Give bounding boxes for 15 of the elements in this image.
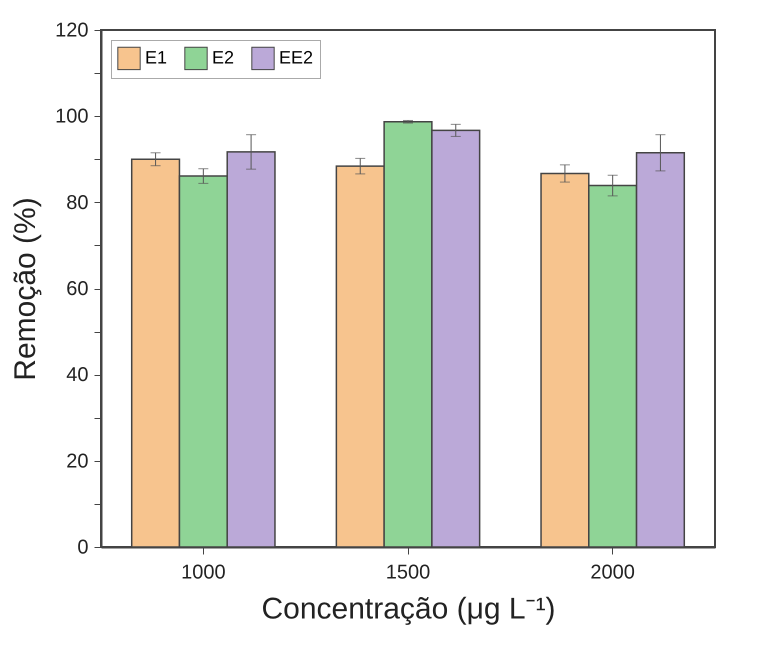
y-tick-label: 120: [55, 20, 88, 42]
x-tick-label: 2000: [590, 562, 635, 584]
y-tick-label: 40: [66, 364, 88, 386]
y-tick-label: 0: [77, 536, 88, 558]
legend-label: EE2: [279, 47, 314, 68]
y-tick-label: 60: [66, 278, 88, 300]
y-tick-label: 100: [55, 106, 88, 128]
x-tick-label: 1500: [386, 562, 430, 584]
y-axis-title: Remoção (%): [9, 197, 42, 381]
y-tick-label: 80: [66, 192, 88, 214]
legend-label: E1: [145, 47, 168, 68]
x-tick-label: 1000: [181, 562, 226, 584]
x-axis-title: Concentração (μg L⁻¹): [261, 592, 556, 626]
legend-label: E2: [212, 47, 234, 68]
y-tick-label: 20: [66, 450, 88, 472]
